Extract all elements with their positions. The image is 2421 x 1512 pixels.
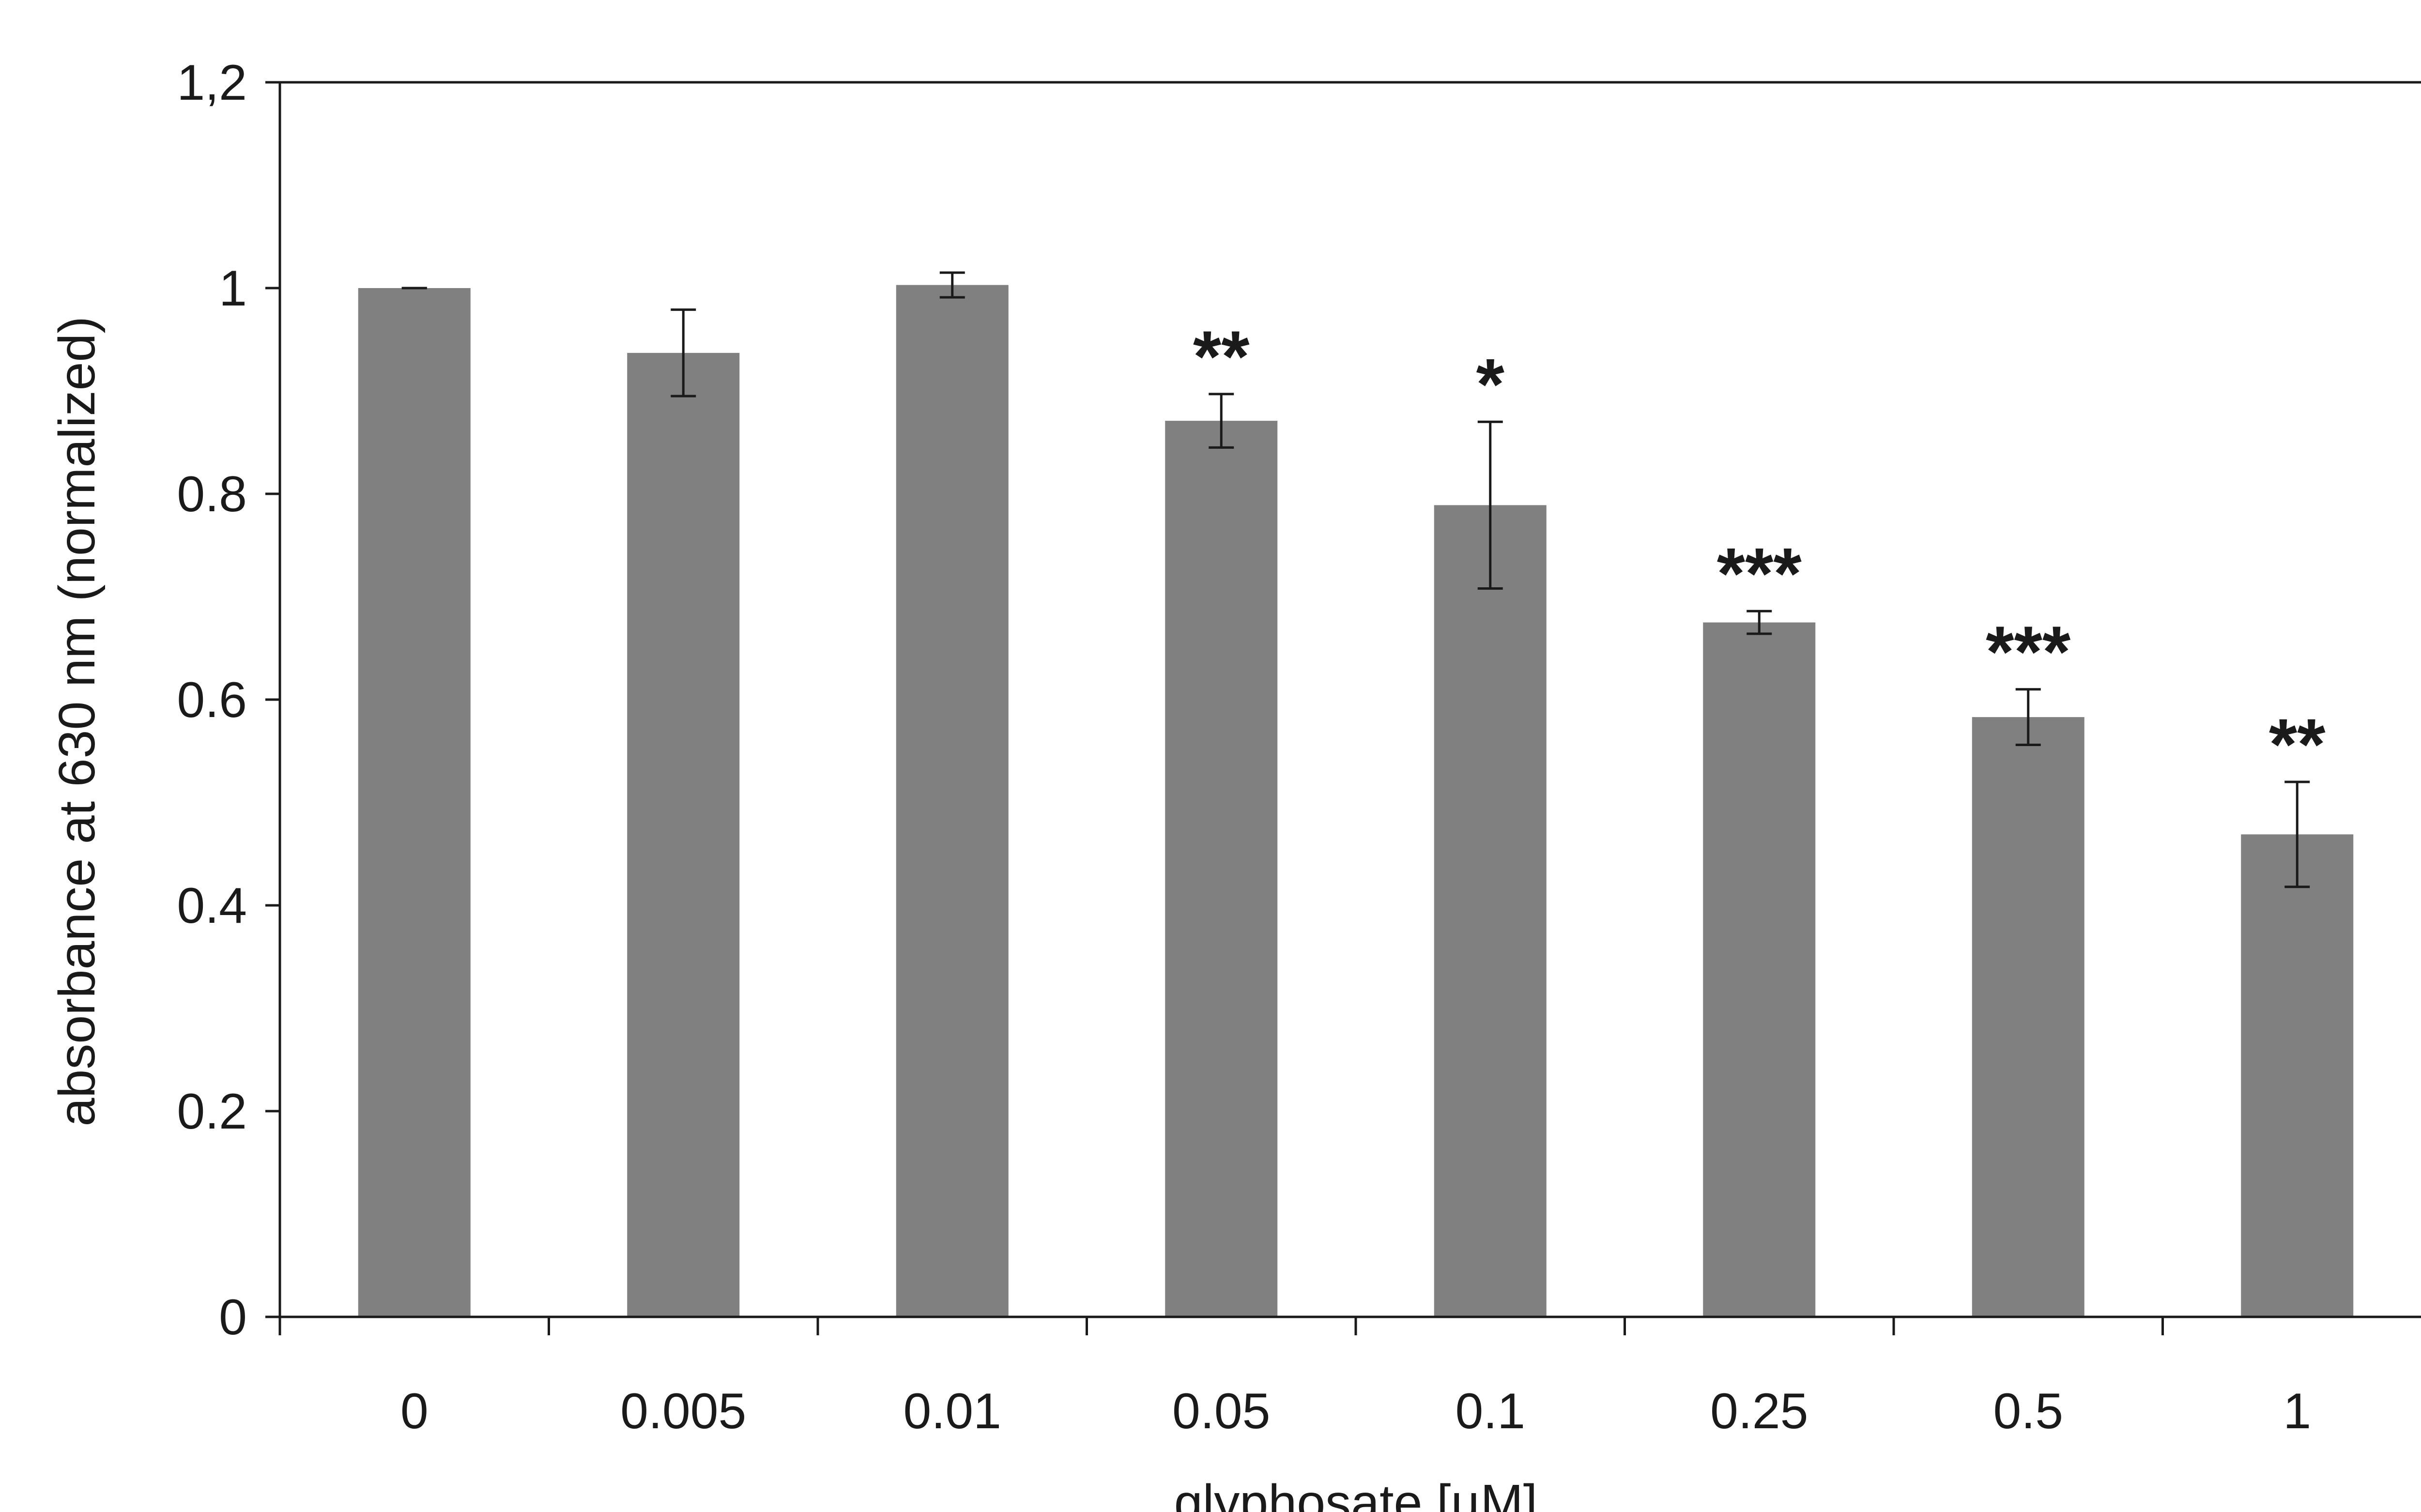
y-axis-title: absorbance at 630 nm (normalized) — [48, 316, 106, 1126]
x-tick-label: 0.05 — [1172, 1383, 1270, 1439]
significance-marker: *** — [1717, 533, 1802, 614]
plot-frame — [278, 81, 2421, 1318]
y-tick-label: 1,2 — [177, 55, 247, 111]
x-tick-label: 0 — [400, 1383, 429, 1439]
y-tick-label: 0.2 — [177, 1084, 247, 1140]
x-tick-label: 1 — [2283, 1383, 2311, 1439]
significance-marker: ** — [1193, 316, 1250, 397]
y-tick-label: 0 — [219, 1289, 247, 1345]
significance-marker: *** — [1986, 611, 2071, 692]
error-bars-group — [401, 271, 2310, 888]
y-tick-label: 0.4 — [177, 878, 247, 934]
bar — [358, 288, 471, 1317]
x-tick-label: 0.005 — [620, 1383, 746, 1439]
x-tick-label: 0.5 — [1993, 1383, 2063, 1439]
ticks-group: 0 0.005 0.01 0.05 0.1 0.25 0.5 1 0 0.2 0.4 0.6 0.8 1 1… — [177, 55, 2311, 1439]
bar — [1165, 421, 1278, 1317]
bar — [627, 352, 740, 1317]
significance-group: ** ********* — [1193, 316, 2326, 785]
bar — [1703, 622, 1816, 1317]
bar — [1434, 505, 1547, 1317]
bars-group — [358, 285, 2354, 1317]
bar — [1972, 717, 2084, 1317]
y-tick-label: 1 — [219, 260, 247, 317]
x-axis-title: glyphosate [µM] — [1174, 1474, 1537, 1512]
x-tick-label: 0.01 — [904, 1383, 1001, 1439]
axes-group — [278, 81, 2421, 1318]
x-tick-label: 0.25 — [1710, 1383, 1808, 1439]
x-tick-label: 0.1 — [1455, 1383, 1525, 1439]
y-tick-label: 0.8 — [177, 466, 247, 522]
y-tick-label: 0.6 — [177, 672, 247, 728]
significance-marker: ** — [2269, 703, 2326, 785]
bar — [2241, 834, 2354, 1317]
significance-marker: * — [1476, 343, 1505, 425]
bar — [896, 285, 1009, 1317]
